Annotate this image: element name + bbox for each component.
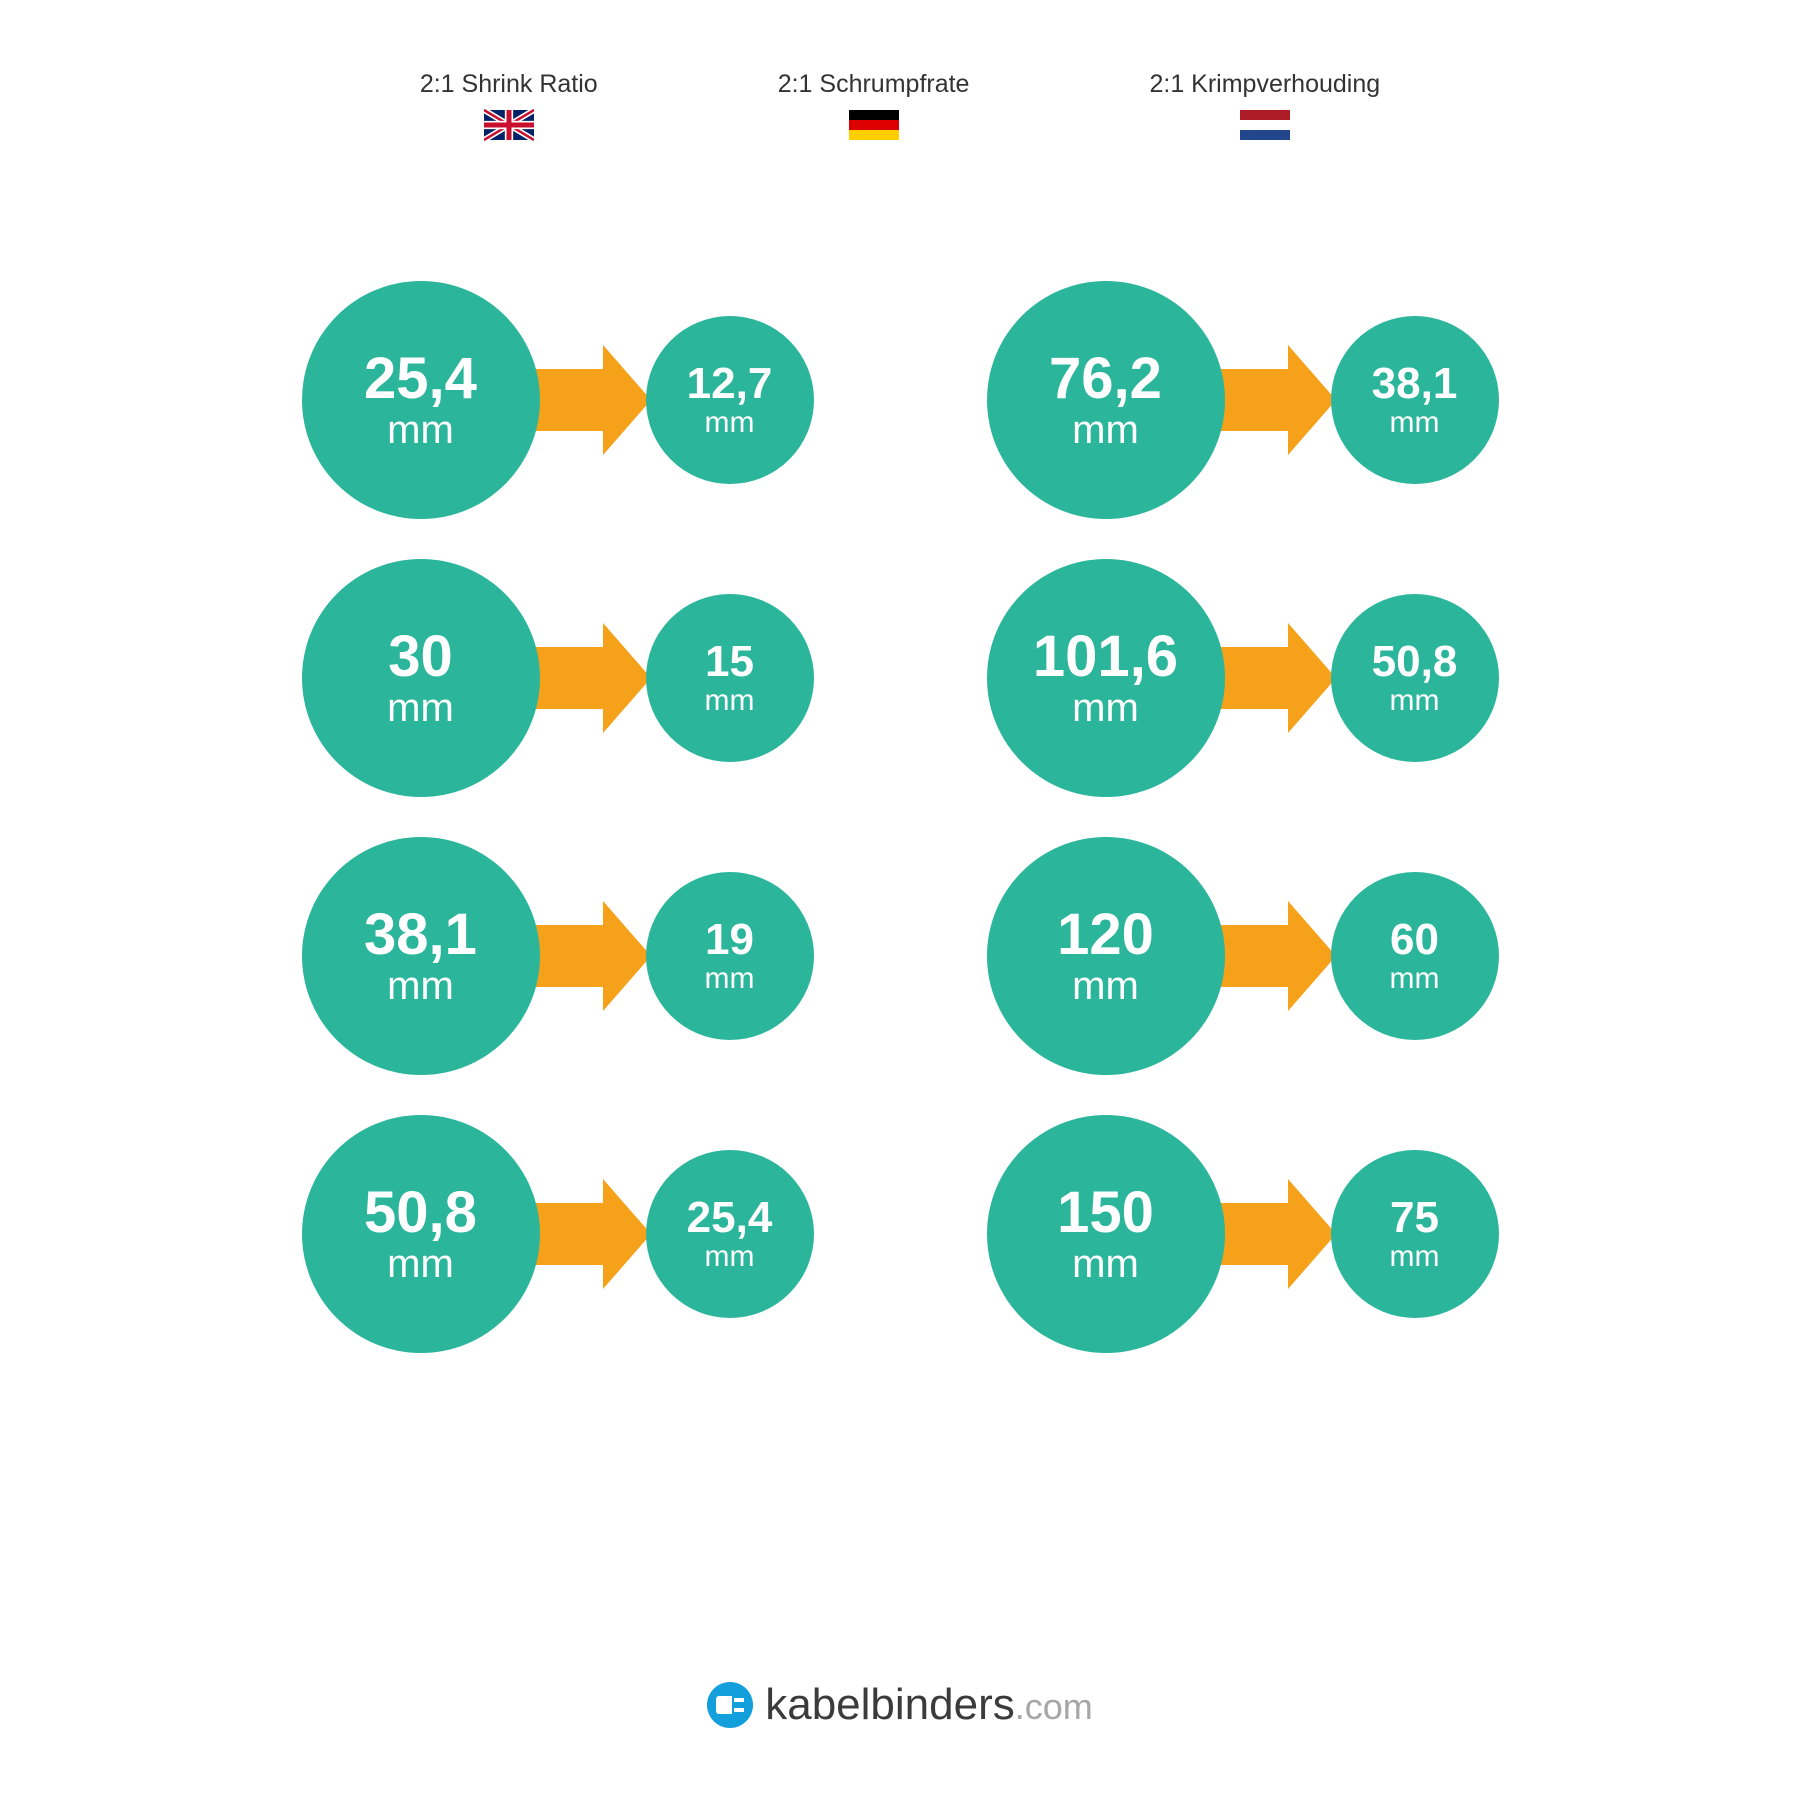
- from-value: 25,4: [364, 350, 477, 408]
- to-circle: 38,1mm: [1331, 316, 1499, 484]
- header-label-en: 2:1 Shrink Ratio: [420, 70, 598, 99]
- from-unit: mm: [1072, 966, 1139, 1006]
- to-unit: mm: [705, 686, 755, 716]
- to-circle: 12,7mm: [646, 316, 814, 484]
- to-circle: 60mm: [1331, 872, 1499, 1040]
- to-value: 60: [1390, 918, 1439, 962]
- to-value: 75: [1390, 1196, 1439, 1240]
- flag-uk-icon: [484, 109, 534, 141]
- header-item-nl: 2:1 Krimpverhouding: [1149, 70, 1380, 141]
- from-value: 120: [1057, 906, 1154, 964]
- flag-de-icon: [849, 109, 899, 141]
- from-circle: 38,1mm: [302, 837, 540, 1075]
- to-unit: mm: [705, 1242, 755, 1272]
- shrink-pair: 25,4mm12,7mm: [260, 281, 855, 519]
- to-value: 12,7: [687, 362, 773, 406]
- shrink-ratio-grid: 25,4mm12,7mm76,2mm38,1mm30mm15mm101,6mm5…: [0, 141, 1800, 1353]
- from-unit: mm: [387, 1244, 454, 1284]
- from-value: 50,8: [364, 1184, 477, 1242]
- from-circle: 101,6mm: [987, 559, 1225, 797]
- arrow-right-icon: [1207, 901, 1337, 1011]
- shrink-pair: 50,8mm25,4mm: [260, 1115, 855, 1353]
- to-unit: mm: [1390, 1242, 1440, 1272]
- to-circle: 15mm: [646, 594, 814, 762]
- shrink-pair: 76,2mm38,1mm: [945, 281, 1540, 519]
- shrink-pair: 38,1mm19mm: [260, 837, 855, 1075]
- from-circle: 50,8mm: [302, 1115, 540, 1353]
- header-item-en: 2:1 Shrink Ratio: [420, 70, 598, 141]
- logo-text: kabelbinders.com: [765, 1680, 1093, 1730]
- to-unit: mm: [705, 964, 755, 994]
- shrink-pair: 30mm15mm: [260, 559, 855, 797]
- arrow-right-icon: [522, 1179, 652, 1289]
- from-value: 101,6: [1033, 628, 1178, 686]
- from-unit: mm: [1072, 688, 1139, 728]
- shrink-pair: 150mm75mm: [945, 1115, 1540, 1353]
- to-value: 50,8: [1372, 640, 1458, 684]
- from-unit: mm: [387, 410, 454, 450]
- to-circle: 50,8mm: [1331, 594, 1499, 762]
- arrow-right-icon: [522, 901, 652, 1011]
- header-item-de: 2:1 Schrumpfrate: [778, 70, 970, 141]
- to-circle: 75mm: [1331, 1150, 1499, 1318]
- from-circle: 150mm: [987, 1115, 1225, 1353]
- to-unit: mm: [1390, 964, 1440, 994]
- to-circle: 25,4mm: [646, 1150, 814, 1318]
- to-unit: mm: [705, 408, 755, 438]
- to-value: 38,1: [1372, 362, 1458, 406]
- from-value: 30: [388, 628, 453, 686]
- from-circle: 30mm: [302, 559, 540, 797]
- logo-brand-suffix: .com: [1015, 1686, 1093, 1727]
- to-value: 19: [705, 918, 754, 962]
- footer-logo: kabelbinders.com: [0, 1680, 1800, 1730]
- arrow-right-icon: [1207, 345, 1337, 455]
- arrow-right-icon: [522, 345, 652, 455]
- header-label-de: 2:1 Schrumpfrate: [778, 70, 970, 99]
- from-value: 150: [1057, 1184, 1154, 1242]
- header: 2:1 Shrink Ratio 2:1 Schrumpfrate 2:1 Kr…: [0, 0, 1800, 141]
- shrink-pair: 101,6mm50,8mm: [945, 559, 1540, 797]
- from-value: 38,1: [364, 906, 477, 964]
- from-unit: mm: [387, 688, 454, 728]
- from-circle: 76,2mm: [987, 281, 1225, 519]
- from-value: 76,2: [1049, 350, 1162, 408]
- logo-plug-icon: [707, 1682, 753, 1728]
- from-unit: mm: [1072, 1244, 1139, 1284]
- to-unit: mm: [1390, 686, 1440, 716]
- from-unit: mm: [387, 966, 454, 1006]
- to-circle: 19mm: [646, 872, 814, 1040]
- shrink-pair: 120mm60mm: [945, 837, 1540, 1075]
- arrow-right-icon: [1207, 623, 1337, 733]
- from-circle: 120mm: [987, 837, 1225, 1075]
- header-label-nl: 2:1 Krimpverhouding: [1149, 70, 1380, 99]
- logo-brand-main: kabelbinders: [765, 1680, 1015, 1729]
- to-unit: mm: [1390, 408, 1440, 438]
- arrow-right-icon: [1207, 1179, 1337, 1289]
- arrow-right-icon: [522, 623, 652, 733]
- flag-nl-icon: [1240, 109, 1290, 141]
- from-circle: 25,4mm: [302, 281, 540, 519]
- from-unit: mm: [1072, 410, 1139, 450]
- to-value: 25,4: [687, 1196, 773, 1240]
- to-value: 15: [705, 640, 754, 684]
